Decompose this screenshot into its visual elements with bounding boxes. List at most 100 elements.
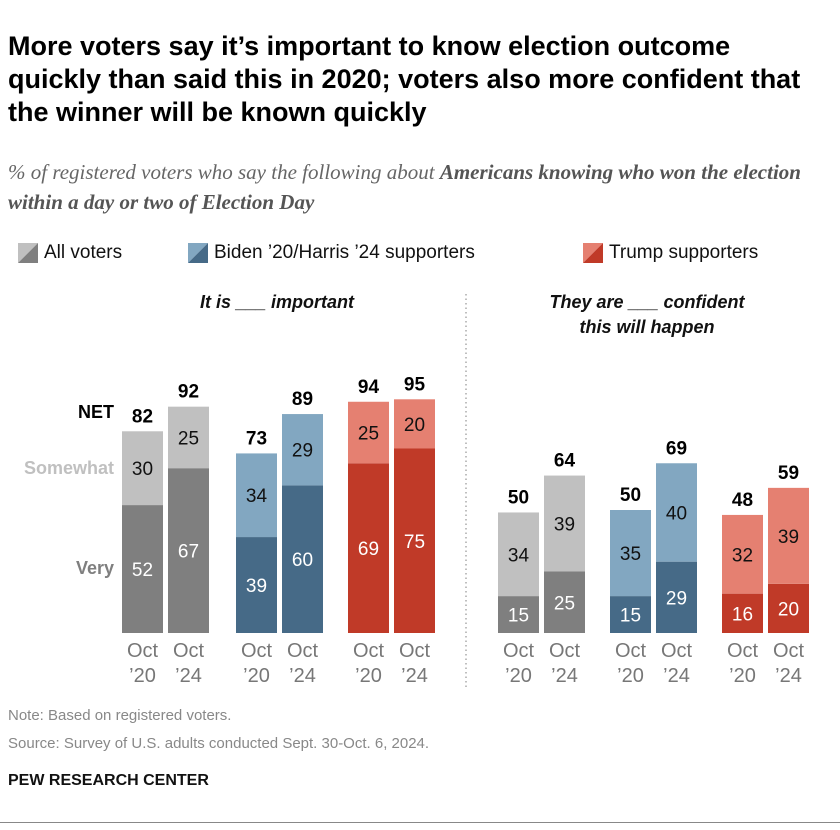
x-tick-label: Oct [241,640,273,662]
data-label-very: 39 [246,576,267,597]
data-label-net: 59 [778,463,799,484]
x-tick-label: ’24 [175,665,202,687]
data-label-somewhat: 20 [404,415,425,436]
x-tick-label: Oct [661,640,693,662]
data-label-net: 50 [620,485,641,506]
bar-segment-very [610,596,651,633]
bottom-rule [0,822,840,823]
data-label-net: 94 [358,377,380,398]
chart-subtitle: % of registered voters who say the follo… [8,157,828,217]
x-tick-label: Oct [615,640,647,662]
bar-segment-somewhat [394,399,435,449]
brand-logo-text: PEW RESEARCH CENTER [8,772,209,789]
data-label-very: 60 [292,550,313,571]
legend-swatch [583,243,603,263]
panel-title: It is ___ important [200,292,355,312]
data-label-very: 16 [732,604,753,625]
data-label-net: 69 [666,438,687,459]
row-label-net: NET [78,402,114,422]
bar-segment-somewhat [544,475,585,572]
x-tick-label: Oct [549,640,581,662]
x-tick-label: ’20 [355,665,382,687]
bar-segment-somewhat [236,453,277,538]
data-label-net: 73 [246,428,267,449]
bar-segment-very [394,448,435,633]
data-label-very: 29 [666,588,687,609]
row-label-somewhat: Somewhat [24,458,114,478]
data-label-somewhat: 30 [132,459,153,480]
bar-segment-very [122,505,163,633]
data-label-somewhat: 35 [620,544,641,565]
data-label-very: 25 [554,593,575,614]
bar-segment-very [544,571,585,633]
data-label-net: 95 [404,374,426,395]
row-label-very: Very [76,558,114,578]
x-tick-label: ’20 [617,665,644,687]
bar-segment-somewhat [168,406,209,469]
x-tick-label: Oct [127,640,159,662]
chart-title: More voters say it’s important to know e… [8,31,801,127]
data-label-net: 48 [732,490,753,511]
data-label-somewhat: 25 [358,424,379,445]
legend-label: Trump supporters [609,242,759,263]
data-label-very: 15 [620,606,641,627]
subtitle-plain: % of registered voters who say the follo… [8,160,440,184]
bar-segment-very [498,596,539,633]
data-label-somewhat: 29 [292,441,313,462]
data-label-net: 50 [508,487,529,508]
bar-segment-somewhat [656,463,697,562]
bar-segment-somewhat [348,401,389,464]
bar-segment-somewhat [282,414,323,486]
data-label-net: 64 [554,451,576,472]
x-tick-label: ’24 [775,665,802,687]
data-label-somewhat: 32 [732,545,753,566]
x-tick-label: ’24 [289,665,316,687]
bar-segment-very [656,561,697,633]
x-tick-label: ’20 [129,665,156,687]
data-label-very: 15 [508,606,529,627]
data-label-very: 69 [358,539,379,560]
data-label-net: 89 [292,389,313,410]
legend-swatch [188,243,208,263]
x-tick-label: ’24 [401,665,428,687]
x-tick-label: ’24 [663,665,690,687]
x-tick-label: ’20 [243,665,270,687]
bar-segment-somewhat [610,510,651,597]
data-label-net: 92 [178,382,199,403]
bar-segment-somewhat [722,514,763,594]
x-tick-label: Oct [727,640,759,662]
x-tick-label: Oct [503,640,535,662]
x-tick-label: ’24 [551,665,578,687]
legend-item: Trump supporters [583,242,758,264]
bar-segment-somewhat [768,487,809,584]
chart-source: Source: Survey of U.S. adults conducted … [8,735,430,752]
bar-segment-very [168,468,209,633]
data-label-very: 52 [132,560,153,581]
x-tick-label: Oct [353,640,385,662]
data-label-very: 20 [778,599,799,620]
bar-segment-somewhat [122,431,163,506]
bar-segment-very [282,485,323,633]
x-tick-label: Oct [287,640,319,662]
data-label-somewhat: 25 [178,428,199,449]
data-label-somewhat: 34 [246,486,268,507]
x-tick-label: Oct [773,640,805,662]
data-label-very: 67 [178,542,199,563]
legend-item: Biden ’20/Harris ’24 supporters [188,242,475,264]
x-tick-label: ’20 [729,665,756,687]
data-label-somewhat: 39 [778,527,799,548]
x-tick-label: Oct [399,640,431,662]
data-label-very: 75 [404,532,425,553]
x-tick-label: Oct [173,640,205,662]
bar-segment-somewhat [498,512,539,597]
legend-item: All voters [18,242,122,264]
bar-segment-very [768,583,809,633]
panel-subtitle: this will happen [579,317,714,337]
legend-label: All voters [44,242,123,263]
legend-swatch [18,243,38,263]
data-label-somewhat: 40 [666,503,687,524]
bar-segment-very [348,463,389,633]
data-label-net: 82 [132,406,153,427]
bar-segment-very [722,593,763,633]
